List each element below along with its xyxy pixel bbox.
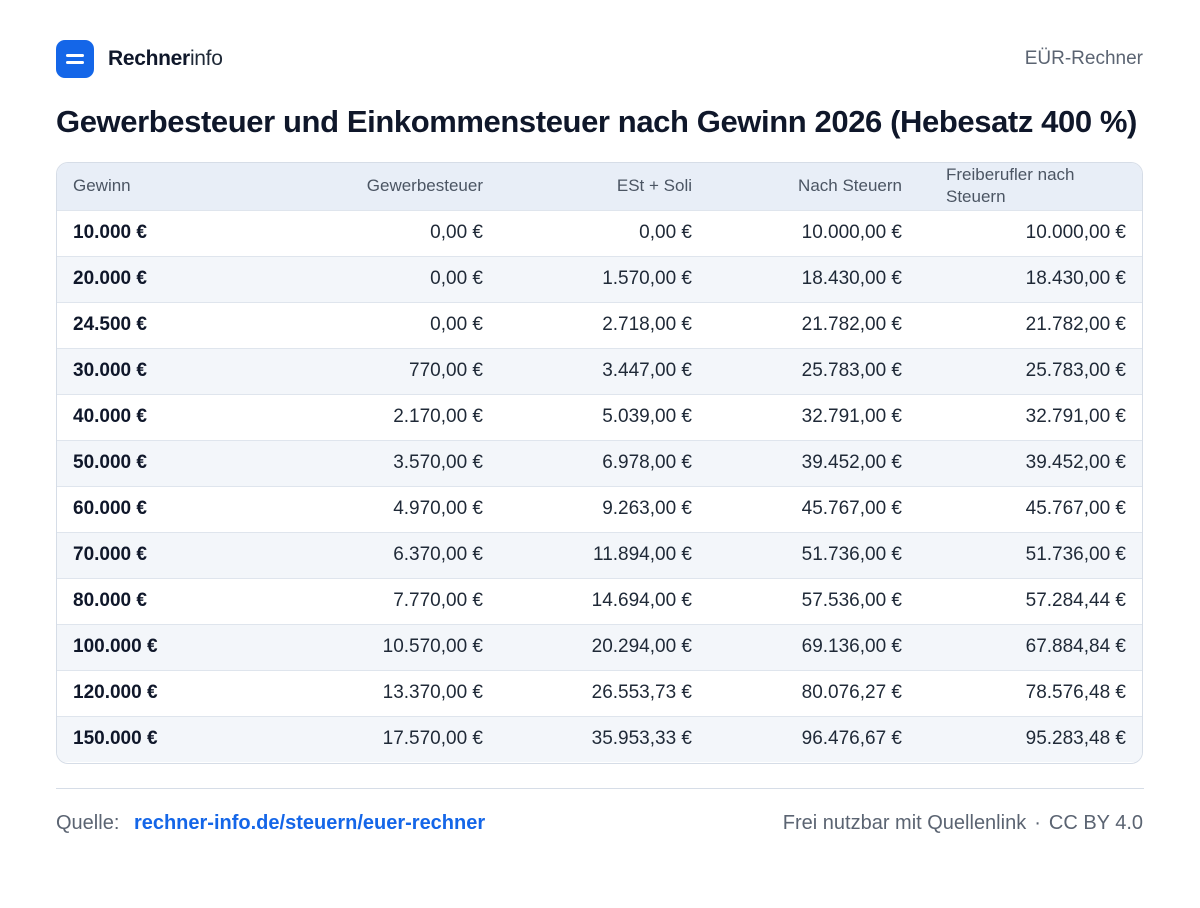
cell-gewinn: 70.000 €	[73, 544, 147, 565]
cell-nach-steuern: 25.783,00 €	[801, 360, 902, 381]
cell-est-soli: 3.447,00 €	[602, 360, 692, 381]
cell-nach-steuern: 69.136,00 €	[801, 636, 902, 657]
table-row: 24.500 € 0,00 € 2.718,00 € 21.782,00 € 21.78…	[57, 302, 1142, 348]
cell-gewinn: 30.000 €	[73, 360, 147, 381]
table-row: 30.000 € 770,00 € 3.447,00 € 25.783,00 € 25.…	[57, 348, 1142, 394]
cell-gewerbesteuer: 7.770,00 €	[393, 590, 483, 611]
cell-nach-steuern: 21.782,00 €	[801, 314, 902, 335]
cell-gewerbesteuer: 2.170,00 €	[393, 406, 483, 427]
cell-freiberufler: 78.576,48 €	[1025, 682, 1126, 703]
cell-freiberufler: 21.782,00 €	[1025, 314, 1126, 335]
column-header-gewerbesteuer: Gewerbesteuer	[366, 176, 483, 196]
brand-name: Rechnerinfo	[108, 47, 223, 71]
cell-gewinn: 50.000 €	[73, 452, 147, 473]
tax-table: Gewinn Gewerbesteuer ESt + Soli Nach Ste…	[57, 163, 1142, 762]
cell-nach-steuern: 57.536,00 €	[801, 590, 902, 611]
menu-lines-icon	[56, 40, 94, 78]
cell-gewinn: 120.000 €	[73, 682, 158, 703]
cell-est-soli: 11.894,00 €	[593, 544, 692, 565]
cell-gewinn: 100.000 €	[73, 636, 158, 657]
cell-nach-steuern: 18.430,00 €	[801, 268, 902, 289]
tax-table-container: Gewinn Gewerbesteuer ESt + Soli Nach Ste…	[56, 162, 1143, 764]
cell-freiberufler: 57.284,44 €	[1025, 590, 1126, 611]
cell-gewerbesteuer: 770,00 €	[409, 360, 483, 381]
site-header: Rechnerinfo EÜR-Rechner	[56, 40, 1143, 78]
brand[interactable]: Rechnerinfo	[56, 40, 223, 78]
cell-gewerbesteuer: 0,00 €	[430, 314, 483, 335]
cell-est-soli: 5.039,00 €	[602, 406, 692, 427]
cell-gewerbesteuer: 13.370,00 €	[382, 682, 483, 703]
cell-gewinn: 60.000 €	[73, 498, 147, 519]
table-row: 120.000 € 13.370,00 € 26.553,73 € 80.076,27…	[57, 670, 1142, 716]
brand-name-strong: Rechner	[108, 47, 190, 70]
cell-gewinn: 20.000 €	[73, 268, 147, 289]
calculator-name: EÜR-Rechner	[1024, 48, 1143, 69]
cell-gewerbesteuer: 3.570,00 €	[393, 452, 483, 473]
cell-est-soli: 20.294,00 €	[591, 636, 692, 657]
cell-gewinn: 80.000 €	[73, 590, 147, 611]
table-row: 20.000 € 0,00 € 1.570,00 € 18.430,00 € 18.43…	[57, 256, 1142, 302]
cell-freiberufler: 45.767,00 €	[1025, 498, 1126, 519]
cell-gewinn: 24.500 €	[73, 314, 147, 335]
cell-est-soli: 9.263,00 €	[602, 498, 692, 519]
column-header-est-soli: ESt + Soli	[616, 176, 692, 196]
table-row: 150.000 € 17.570,00 € 35.953,33 € 96.476,67…	[57, 716, 1142, 762]
table-row: 50.000 € 3.570,00 € 6.978,00 € 39.452,00 € 3…	[57, 440, 1142, 486]
cell-est-soli: 6.978,00 €	[602, 452, 692, 473]
column-header-nach-steuern: Nach Steuern	[798, 176, 902, 196]
cell-est-soli: 26.553,73 €	[591, 682, 692, 703]
cell-freiberufler: 32.791,00 €	[1025, 406, 1126, 427]
cell-nach-steuern: 45.767,00 €	[801, 498, 902, 519]
cell-gewerbesteuer: 6.370,00 €	[393, 544, 483, 565]
cell-freiberufler: 25.783,00 €	[1025, 360, 1126, 381]
license-info: Frei nutzbar mit Quellenlink · CC BY 4.0	[783, 812, 1143, 835]
cell-nach-steuern: 32.791,00 €	[801, 406, 902, 427]
column-header-gewinn: Gewinn	[73, 176, 131, 196]
cell-nach-steuern: 96.476,67 €	[801, 728, 902, 750]
cell-gewerbesteuer: 0,00 €	[430, 268, 483, 289]
brand-name-light: info	[189, 47, 223, 70]
table-row: 10.000 € 0,00 € 0,00 € 10.000,00 € 10.000,00…	[57, 210, 1142, 256]
cell-nach-steuern: 10.000,00 €	[801, 222, 902, 243]
cell-gewinn: 10.000 €	[73, 222, 147, 243]
table-row: 60.000 € 4.970,00 € 9.263,00 € 45.767,00 € 4…	[57, 486, 1142, 532]
cell-gewerbesteuer: 17.570,00 €	[382, 728, 483, 750]
cell-freiberufler: 39.452,00 €	[1025, 452, 1126, 473]
cell-est-soli: 1.570,00 €	[602, 268, 692, 289]
cell-gewinn: 40.000 €	[73, 406, 147, 427]
license-separator: ·	[1034, 812, 1041, 834]
cell-est-soli: 35.953,33 €	[591, 728, 692, 750]
cell-gewerbesteuer: 4.970,00 €	[393, 498, 483, 519]
cell-freiberufler: 67.884,84 €	[1025, 636, 1126, 657]
table-header-row: Gewinn Gewerbesteuer ESt + Soli Nach Ste…	[57, 163, 1142, 210]
footer: Quelle: rechner-info.de/steuern/euer-rec…	[56, 812, 1143, 835]
source: Quelle: rechner-info.de/steuern/euer-rec…	[56, 812, 485, 835]
license-text: Frei nutzbar mit Quellenlink	[782, 812, 1027, 834]
cell-est-soli: 0,00 €	[639, 222, 692, 243]
cell-nach-steuern: 80.076,27 €	[801, 682, 902, 703]
cell-gewerbesteuer: 10.570,00 €	[382, 636, 483, 657]
table-body: 10.000 € 0,00 € 0,00 € 10.000,00 € 10.000,00…	[57, 210, 1142, 762]
cell-gewerbesteuer: 0,00 €	[430, 222, 483, 243]
table-row: 80.000 € 7.770,00 € 14.694,00 € 57.536,00 €…	[57, 578, 1142, 624]
table-row: 70.000 € 6.370,00 € 11.894,00 € 51.736,00 €…	[57, 532, 1142, 578]
column-header-freiberufler: Freiberufler nach Steuern	[946, 165, 1075, 207]
table-row: 100.000 € 10.570,00 € 20.294,00 € 69.136,00…	[57, 624, 1142, 670]
cell-est-soli: 14.694,00 €	[591, 590, 692, 611]
source-label: Quelle:	[56, 812, 120, 834]
source-link[interactable]: rechner-info.de/steuern/euer-rechner	[133, 812, 486, 834]
cell-gewinn: 150.000 €	[73, 728, 158, 750]
cell-freiberufler: 18.430,00 €	[1025, 268, 1126, 289]
cell-nach-steuern: 39.452,00 €	[801, 452, 902, 473]
footer-divider	[56, 788, 1144, 789]
cell-est-soli: 2.718,00 €	[602, 314, 692, 335]
cell-freiberufler: 95.283,48 €	[1025, 728, 1126, 750]
license-name: CC BY 4.0	[1048, 812, 1143, 834]
cell-freiberufler: 51.736,00 €	[1025, 544, 1126, 565]
cell-freiberufler: 10.000,00 €	[1025, 222, 1126, 243]
page-title: Gewerbesteuer und Einkommensteuer nach G…	[56, 104, 1137, 139]
table-row: 40.000 € 2.170,00 € 5.039,00 € 32.791,00 € 3…	[57, 394, 1142, 440]
cell-nach-steuern: 51.736,00 €	[801, 544, 902, 565]
